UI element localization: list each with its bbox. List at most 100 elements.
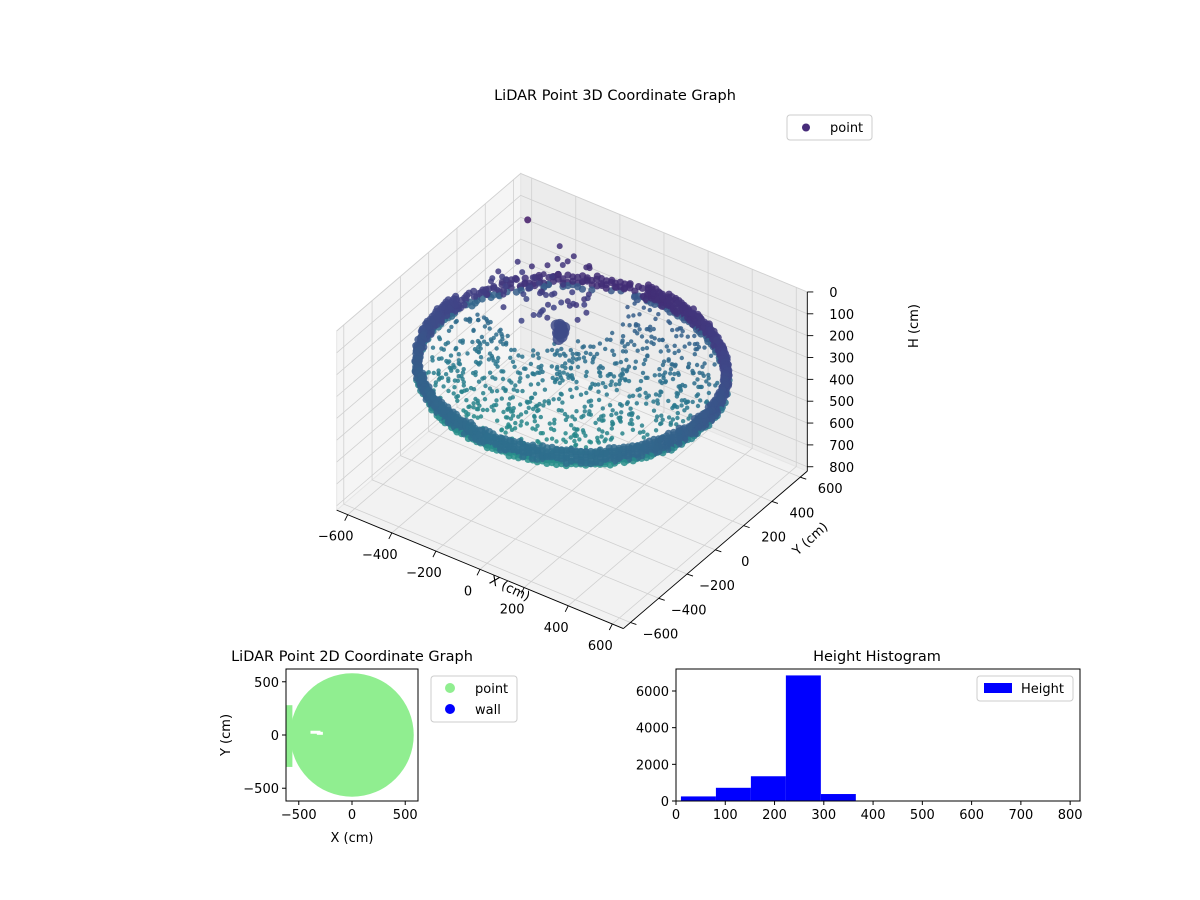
plot-3d-point xyxy=(611,447,619,455)
plot-2d-title: LiDAR Point 2D Coordinate Graph xyxy=(231,649,473,665)
plot-3d-point xyxy=(556,396,562,402)
plot-3d-point xyxy=(679,355,684,361)
plot-3d-point xyxy=(600,406,605,411)
plot-3d-point xyxy=(635,387,640,393)
plot-3d-point xyxy=(482,397,488,402)
plot-3d-point xyxy=(599,434,604,439)
plot-3d-point xyxy=(614,387,619,393)
histogram-legend-frame xyxy=(976,675,1074,702)
plot-3d-x-tick xyxy=(564,605,569,612)
plot-3d-point xyxy=(570,253,577,260)
plot-2d-ticks: −500−500 0 0 500 500 xyxy=(243,676,417,823)
plot-3d-point xyxy=(690,370,696,376)
plot-3d-gridline-z xyxy=(336,173,808,332)
plot-3d-point xyxy=(551,427,557,433)
plot-3d-gridline-x xyxy=(523,250,709,588)
plot-3d-ylabel: Y (cm) xyxy=(789,520,831,560)
plot-3d-point xyxy=(695,392,701,397)
plot-3d-point xyxy=(549,273,555,280)
plot-3d-point xyxy=(629,412,634,418)
histogram-bars xyxy=(680,675,1066,801)
plot-3d-point xyxy=(464,398,469,403)
plot-3d-point xyxy=(536,381,541,387)
plot-3d-point xyxy=(552,460,561,469)
plot-3d-point xyxy=(574,386,579,391)
plot-3d-point xyxy=(596,382,601,387)
plot-3d-y-tick xyxy=(800,476,807,480)
plot-3d-x-ticklabel: −400 xyxy=(362,548,398,563)
plot-3d-point xyxy=(686,361,692,366)
plot-3d-point xyxy=(554,255,561,262)
plot-3d-point xyxy=(569,289,576,296)
plot-3d-point xyxy=(493,376,498,381)
plot-3d-point xyxy=(604,392,609,397)
plot-3d-point xyxy=(602,284,610,292)
plot-3d-point xyxy=(501,369,506,374)
plot-3d-point xyxy=(670,327,675,333)
plot-3d-point xyxy=(659,380,665,386)
plot-3d-point xyxy=(660,362,666,368)
plot-3d-point xyxy=(550,304,557,311)
plot-3d-point xyxy=(545,301,551,308)
plot-3d-point xyxy=(563,439,568,445)
plot-3d-point xyxy=(685,334,690,339)
plot-3d-point xyxy=(627,421,633,426)
plot-3d-gridline-y xyxy=(456,228,744,526)
plot-3d-point xyxy=(618,359,624,365)
plot-3d-point xyxy=(526,405,531,410)
plot-3d-point xyxy=(515,388,520,394)
plot-3d-x-ticklabel: 600 xyxy=(588,639,613,654)
plot-3d-point xyxy=(578,285,587,293)
plot-3d-point xyxy=(452,385,457,390)
plot-3d-point xyxy=(518,317,525,324)
plot-3d-y-ticklabel: 0 xyxy=(741,555,749,570)
histogram-y-ticklabel: 0 xyxy=(661,795,669,810)
plot-3d-point xyxy=(504,425,510,430)
plot-3d-point xyxy=(674,391,679,396)
plot-3d-point xyxy=(569,394,575,399)
plot-3d-point xyxy=(552,379,558,385)
plot-3d-point xyxy=(672,350,677,356)
plot-3d-point xyxy=(620,431,625,436)
plot-3d-point xyxy=(489,389,495,394)
plot-3d-point xyxy=(494,332,499,337)
plot-3d-point xyxy=(495,418,500,423)
plot-3d-point xyxy=(622,344,627,349)
plot-3d-point xyxy=(706,376,711,381)
plot-2d-xlabel: X (cm) xyxy=(331,831,374,846)
plot-3d-point xyxy=(512,288,521,296)
histogram-x-ticklabel: 200 xyxy=(762,808,787,823)
histogram-x-ticklabel: 600 xyxy=(959,808,984,823)
plot-2d-disc xyxy=(290,673,414,797)
plot-3d-point xyxy=(664,344,669,349)
histogram-x-ticklabel: 500 xyxy=(910,808,935,823)
plot-3d-point xyxy=(509,427,515,432)
plot-3d-point xyxy=(591,344,596,349)
plot-3d-point xyxy=(446,328,452,333)
plot-3d-point xyxy=(538,414,543,420)
histogram-x-ticklabel: 800 xyxy=(1058,808,1083,823)
plot-3d-point xyxy=(653,418,659,423)
plot-3d-point xyxy=(632,301,637,306)
plot-3d-point xyxy=(478,360,483,365)
plot-3d-point xyxy=(542,399,547,404)
plot-3d-point xyxy=(475,312,480,317)
plot-3d-point xyxy=(537,370,542,375)
plot-3d-point xyxy=(500,376,506,382)
plot-3d-point xyxy=(494,388,500,394)
plot-3d-x-axis xyxy=(336,509,624,629)
plot-3d-point xyxy=(556,243,563,250)
plot-3d-point xyxy=(659,389,664,395)
plot-3d-point xyxy=(654,414,660,419)
plot-3d-point xyxy=(573,443,578,448)
plot-3d-point xyxy=(519,419,524,424)
plot-3d-point xyxy=(610,421,616,426)
plot-3d-point xyxy=(528,395,534,401)
plot-3d-point xyxy=(574,409,579,414)
plot-3d-point xyxy=(468,302,476,310)
plot-3d-point xyxy=(635,331,640,336)
plot-3d-point xyxy=(461,408,466,413)
plot-3d-point xyxy=(712,362,717,367)
plot-3d-point xyxy=(713,383,718,388)
plot-3d-point xyxy=(620,334,626,339)
